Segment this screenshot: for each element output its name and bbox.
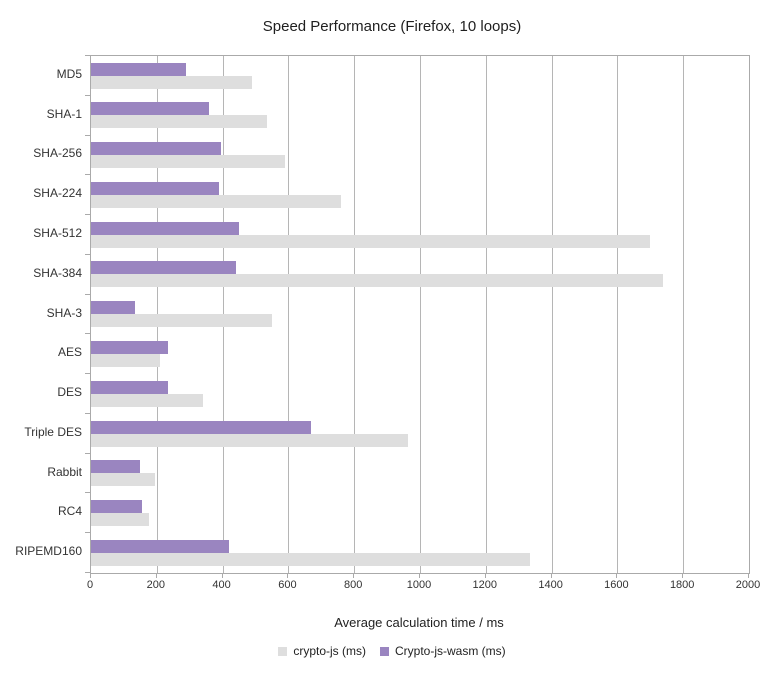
category-label-SHA-256: SHA-256 (33, 146, 82, 161)
bar-cryptojs-SHA-512 (91, 234, 651, 248)
legend-swatch-icon (380, 646, 389, 656)
bar-cryptojs-SHA-224 (91, 194, 342, 208)
x-tick-label-0: 0 (86, 579, 94, 591)
x-axis-tick-1400 (550, 573, 552, 578)
bar-cryptojs-SHA-1 (91, 115, 267, 129)
legend-label: crypto-js (ms) (293, 644, 366, 658)
y-axis-tick (85, 333, 90, 334)
y-axis-tick (85, 135, 90, 136)
category-label-RC4: RC4 (57, 504, 82, 519)
legend-item-cryptojs: crypto-js (ms) (278, 644, 366, 658)
category-label-RIPEMD160: RIPEMD160 (15, 544, 82, 559)
x-axis-tick-800 (353, 573, 355, 578)
gridline-x-1600 (617, 56, 619, 573)
x-tick-label-2000: 2000 (735, 579, 761, 591)
category-label-SHA-512: SHA-512 (33, 225, 82, 240)
y-axis-tick (85, 373, 90, 374)
x-axis-tick-200 (155, 573, 157, 578)
y-axis-tick (85, 572, 90, 573)
category-label-SHA-3: SHA-3 (46, 305, 82, 320)
x-tick-label-800: 800 (344, 579, 363, 591)
x-axis-tick-1000 (419, 573, 420, 578)
bar-wasm-RIPEMD160 (91, 539, 230, 553)
bar-wasm-SHA-256 (91, 142, 221, 156)
y-axis-tick (85, 413, 90, 414)
bar-cryptojs-MD5 (91, 75, 253, 89)
y-axis-tick (85, 214, 90, 215)
bar-wasm-SHA-1 (91, 102, 210, 116)
x-tick-label-600: 600 (278, 579, 297, 591)
bar-cryptojs-SHA-256 (91, 155, 286, 169)
x-axis-tick-400 (221, 573, 223, 578)
bar-wasm-AES (91, 340, 169, 354)
bar-wasm-SHA-3 (91, 301, 136, 315)
x-axis-tick-1600 (616, 573, 618, 578)
x-tick-label-1000: 1000 (406, 579, 432, 591)
category-label-Triple DES: Triple DES (24, 424, 82, 439)
y-axis-tick (85, 254, 90, 255)
bar-cryptojs-Rabbit (91, 473, 156, 487)
bar-cryptojs-RC4 (91, 513, 149, 527)
legend-item-wasm: Crypto-js-wasm (ms) (380, 644, 506, 658)
x-axis-tick-600 (287, 573, 289, 578)
category-label-SHA-224: SHA-224 (33, 186, 82, 201)
category-label-DES: DES (57, 385, 82, 400)
category-label-Rabbit: Rabbit (47, 464, 82, 479)
bar-cryptojs-Triple DES (91, 433, 409, 447)
y-axis-tick (85, 453, 90, 454)
bar-wasm-RC4 (91, 500, 142, 514)
gridline-x-600 (288, 56, 290, 573)
y-axis-tick (85, 492, 90, 493)
category-label-SHA-1: SHA-1 (46, 106, 82, 121)
x-tick-label-1200: 1200 (472, 579, 498, 591)
bar-cryptojs-RIPEMD160 (91, 552, 531, 566)
category-label-AES: AES (57, 345, 82, 360)
gridline-x-1000 (420, 56, 421, 573)
y-axis-tick (85, 95, 90, 96)
x-axis-title: Average calculation time / ms (334, 615, 504, 630)
x-axis-tick-1800 (682, 573, 684, 578)
bar-cryptojs-SHA-384 (91, 274, 664, 288)
chart-title: Speed Performance (Firefox, 10 loops) (262, 18, 522, 35)
legend-label: Crypto-js-wasm (ms) (395, 644, 506, 658)
legend: crypto-js (ms) Crypto-js-wasm (ms) (0, 644, 784, 658)
legend-swatch-icon (278, 646, 288, 656)
bar-wasm-DES (91, 380, 169, 394)
y-axis-tick (85, 174, 90, 175)
y-axis-tick (85, 532, 90, 533)
bar-wasm-SHA-384 (91, 261, 236, 275)
x-tick-label-1600: 1600 (604, 579, 629, 591)
x-axis-tick-0 (90, 573, 91, 578)
category-label-MD5: MD5 (56, 66, 82, 81)
bar-wasm-Triple DES (91, 420, 312, 434)
bar-cryptojs-AES (91, 353, 161, 367)
x-tick-label-400: 400 (212, 579, 231, 591)
x-tick-label-1400: 1400 (538, 579, 563, 591)
y-axis-tick (85, 55, 90, 56)
gridline-x-1200 (485, 56, 487, 573)
bar-wasm-SHA-224 (91, 181, 220, 195)
category-label-SHA-384: SHA-384 (33, 265, 82, 280)
bar-wasm-SHA-512 (91, 221, 240, 235)
x-axis-tick-2000 (748, 573, 749, 578)
gridline-x-800 (354, 56, 356, 573)
x-tick-label-200: 200 (146, 579, 165, 591)
plot-area (90, 55, 750, 574)
gridline-x-1800 (683, 56, 685, 573)
x-axis-tick-1200 (484, 573, 486, 578)
bar-wasm-MD5 (91, 62, 187, 76)
bar-cryptojs-DES (91, 393, 203, 407)
bar-cryptojs-SHA-3 (91, 314, 272, 328)
bar-wasm-Rabbit (91, 460, 141, 474)
gridline-x-1400 (551, 56, 553, 573)
x-tick-label-1800: 1800 (669, 579, 695, 591)
y-axis-tick (85, 294, 90, 295)
